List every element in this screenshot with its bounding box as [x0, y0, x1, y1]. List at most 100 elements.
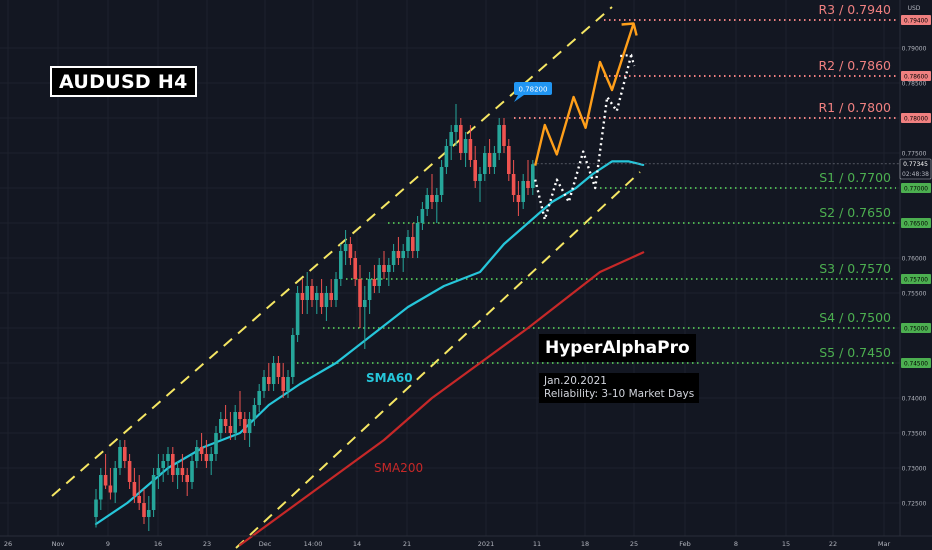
candle-body	[473, 160, 477, 181]
support-level-price-tag	[901, 218, 931, 228]
candle-body	[377, 265, 381, 286]
forecast-arrowhead-bullish	[621, 22, 638, 36]
y-tick-label: 0.79000	[902, 46, 927, 53]
candle-body	[382, 265, 386, 272]
support-level-price-tag-label: 0.77000	[904, 187, 928, 193]
price-axis-background	[900, 0, 932, 536]
x-tick-label: Mar	[878, 540, 891, 548]
x-tick-label: Nov	[52, 540, 65, 548]
candle-body	[214, 433, 218, 454]
trend-channel-line	[51, 6, 613, 497]
candle-body	[463, 139, 468, 153]
candle-body	[497, 125, 501, 153]
candle-body	[209, 454, 213, 461]
resistance-level-label: R3 / 0.7940	[818, 2, 891, 17]
candle-body	[147, 510, 151, 517]
sma200-label: SMA200	[374, 461, 423, 475]
resistance-level-price-tag	[901, 113, 931, 123]
forecast-path-bullish	[534, 23, 635, 166]
candle-body	[142, 503, 146, 517]
current-price-tag: 0.77345 02:48:38	[899, 158, 932, 180]
trend-channel-line	[235, 171, 641, 549]
candle-body	[425, 195, 429, 209]
candle-body	[315, 293, 319, 300]
candle-body	[334, 279, 338, 300]
candle-body	[286, 377, 290, 391]
candle-body	[348, 244, 353, 258]
x-tick-label: 14:00	[304, 540, 323, 548]
support-level-price-tag-label: 0.75700	[904, 278, 928, 284]
candle-body	[492, 153, 497, 167]
support-level-label: S2 / 0.7650	[819, 205, 891, 220]
candle-body	[478, 174, 482, 181]
candle-body	[295, 293, 300, 335]
candle-body	[487, 153, 492, 167]
candle-body	[185, 475, 189, 482]
support-level-price-tag	[901, 323, 931, 333]
candle-body	[396, 251, 401, 258]
candle-body	[449, 132, 453, 146]
candle-body	[502, 125, 506, 146]
candle-body	[108, 485, 113, 493]
y-tick-label: 0.75500	[902, 291, 927, 298]
forecast-arrowhead-alternate	[620, 53, 636, 67]
candle-body	[233, 412, 237, 433]
candle-body	[166, 454, 170, 461]
candle-body	[127, 461, 132, 482]
candle-body	[132, 482, 137, 496]
support-level-price-tag-label: 0.76500	[904, 222, 928, 228]
y-tick-label: 0.78500	[902, 81, 927, 88]
candle-body	[329, 293, 333, 300]
candle-body	[276, 363, 281, 377]
current-price-value: 0.77345	[903, 161, 928, 168]
candle-body	[156, 468, 161, 475]
candle-body	[310, 286, 314, 300]
support-level-label: S4 / 0.7500	[819, 310, 891, 325]
high-callout-value: 0.78200	[519, 86, 548, 94]
candle-body	[439, 167, 444, 195]
candle-body	[353, 258, 357, 279]
x-tick-label: 22	[829, 540, 837, 548]
x-tick-label: 9	[106, 540, 110, 548]
resistance-level-label: R2 / 0.7860	[818, 58, 891, 73]
candle-body	[243, 419, 247, 433]
candle-body	[406, 237, 410, 251]
candle-countdown: 02:48:38	[902, 171, 929, 178]
candle-body	[526, 181, 530, 188]
x-tick-label: 25	[630, 540, 638, 548]
support-level-price-tag-label: 0.74500	[904, 362, 928, 368]
high-callout: 0.78200	[514, 82, 552, 102]
candle-body	[444, 146, 449, 167]
candle-body	[94, 499, 98, 517]
y-tick-label: 0.77500	[902, 151, 927, 158]
note-date: Jan.20.2021	[544, 375, 607, 387]
support-level-label: S5 / 0.7450	[819, 345, 891, 360]
x-tick-label: Feb	[679, 540, 691, 548]
x-tick-label: 14	[353, 540, 361, 548]
candle-body	[358, 279, 362, 307]
candle-body	[343, 244, 348, 251]
candle-body	[435, 195, 439, 202]
candle-body	[113, 468, 117, 493]
x-tick-label: 15	[782, 540, 790, 548]
sma60-line	[94, 160, 645, 526]
candle-body	[238, 412, 242, 419]
support-level-price-tag	[901, 183, 931, 193]
x-tick-label: 21	[403, 540, 411, 548]
y-tick-label: 0.76000	[902, 256, 927, 263]
support-level-label: S1 / 0.7700	[819, 170, 891, 185]
candle-body	[252, 405, 257, 419]
candle-body	[175, 468, 180, 475]
candle-body	[118, 447, 122, 468]
candle-body	[516, 195, 521, 202]
candle-body	[430, 195, 434, 202]
candle-body	[300, 293, 305, 300]
candle-body	[267, 377, 271, 384]
resistance-level-price-tag-label: 0.78000	[904, 117, 928, 123]
x-tick-label: 16	[154, 540, 162, 548]
note-reliability: Reliability: 3-10 Market Days	[544, 388, 695, 400]
candle-body	[454, 125, 458, 132]
resistance-level-price-tag-label: 0.79400	[904, 19, 928, 25]
candle-body	[161, 461, 165, 468]
brand-label: HyperAlphaPro	[539, 334, 696, 362]
